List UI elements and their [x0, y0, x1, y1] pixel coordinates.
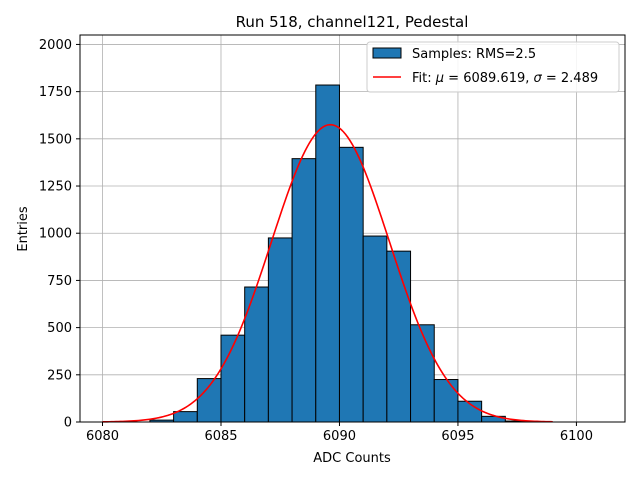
histogram-bar	[291, 158, 317, 423]
y-tick-label: 1250	[39, 180, 72, 195]
chart-title: Run 518, channel121, Pedestal	[236, 13, 469, 31]
x-tick-label: 6090	[323, 429, 356, 444]
legend-swatch-samples	[372, 47, 402, 59]
y-tick-label: 500	[47, 321, 72, 336]
histogram-bar	[338, 146, 364, 423]
histogram-bar	[386, 250, 412, 423]
y-tick-label: 1750	[39, 85, 72, 100]
y-tick-label: 250	[47, 368, 72, 383]
x-axis-ticks: 6080 6085 6090 6095 6100	[86, 422, 593, 444]
legend-label-samples: Samples: RMS=2.5	[412, 47, 536, 62]
legend-box	[366, 41, 620, 93]
legend: Samples: RMS=2.5 Fit: μ = 6089.619, σ = …	[366, 41, 620, 93]
y-tick-label: 2000	[39, 38, 72, 53]
x-axis-label: ADC Counts	[313, 451, 391, 466]
histogram-bar	[433, 379, 459, 423]
plot-frame	[79, 34, 626, 423]
histogram-bar	[173, 411, 198, 423]
y-tick-label: 750	[47, 274, 72, 289]
y-tick-label: 1500	[39, 132, 72, 147]
histogram-bars	[149, 84, 530, 423]
y-axis-ticks: 0 250 500 750 1000 1250 1500 1750 2000	[39, 38, 80, 431]
y-axis-label: Entries	[16, 206, 31, 252]
legend-label-fit: Fit: μ = 6089.619, σ = 2.489	[412, 71, 598, 86]
histogram-bar	[410, 324, 435, 423]
x-tick-label: 6100	[560, 429, 593, 444]
histogram-bar	[267, 237, 293, 423]
x-tick-label: 6095	[441, 429, 474, 444]
x-tick-label: 6085	[204, 429, 237, 444]
y-tick-label: 0	[64, 416, 72, 431]
x-tick-label: 6080	[86, 429, 119, 444]
histogram-bar	[362, 235, 388, 423]
gaussian-fit-curve	[102, 123, 553, 423]
histogram-bar	[315, 84, 340, 423]
y-tick-label: 1000	[39, 227, 72, 242]
